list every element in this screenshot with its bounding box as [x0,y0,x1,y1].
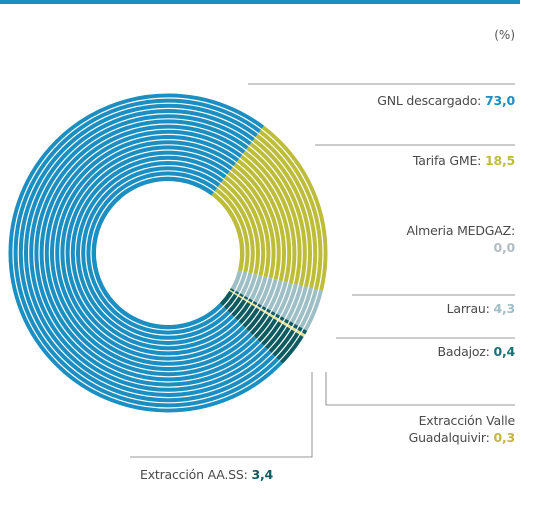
ring-line [90,175,246,331]
segment-label: Extracción Valle Guadalquivir: 0,3 [403,412,516,446]
label-value: 0,3 [493,430,515,445]
label-value: 0,0 [493,240,515,255]
label-name: Badajoz: [437,344,490,359]
label-value: 0,4 [493,344,515,359]
label-value: 73,0 [484,93,515,108]
ring-line [69,154,267,352]
segment-label: Larrau: 4,3 [446,300,516,317]
ring-line [38,123,298,383]
label-name: Extracción Valle Guadalquivir: [408,413,516,445]
label-name: Almeria MEDGAZ: [406,223,516,238]
ring-line [12,97,324,409]
segment-label: Almeria MEDGAZ: 0,0 [385,222,516,256]
label-value: 4,3 [493,301,515,316]
segment-label: Tarifa GME: 18,5 [413,152,515,169]
ring-line [53,139,283,368]
segment-label: Badajoz: 0,4 [437,343,516,360]
label-name: GNL descargado: [377,93,482,108]
ring-line [74,159,262,347]
segment-label: GNL descargado: 73,0 [377,92,515,109]
donut-segment [211,125,328,291]
leader-line [325,372,515,406]
label-name: Extracción AA.SS: [140,467,248,482]
ring-line [59,144,277,362]
ring-line [64,149,272,357]
ring-line [79,165,257,342]
ring-line [43,128,293,378]
ring-lines [12,97,324,409]
unit-label: (%) [494,28,515,42]
ring-line [22,107,314,399]
label-name: Larrau: [446,301,490,316]
ring-line [33,118,303,388]
header-bar [0,0,520,4]
ring-line [17,102,319,404]
leader-line [130,372,313,458]
outer-edge [7,92,329,414]
ring-line [28,113,308,393]
label-value: 3,4 [251,467,273,482]
segment-label: Extracción AA.SS: 3,4 [140,466,273,483]
ring-line [85,170,251,336]
ring-line [48,133,288,373]
label-name: Tarifa GME: [412,153,482,168]
label-value: 18,5 [484,153,515,168]
